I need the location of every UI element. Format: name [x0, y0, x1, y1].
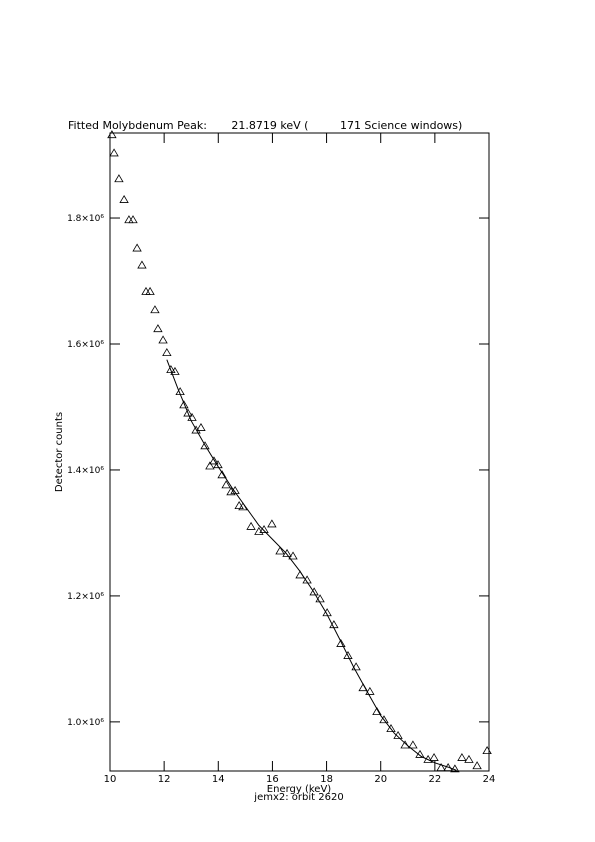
data-point	[472, 761, 482, 770]
data-point	[282, 548, 292, 557]
data-point	[443, 763, 453, 772]
data-point	[150, 305, 160, 314]
x-tick-label: 16	[266, 774, 279, 785]
data-point	[221, 480, 231, 489]
x-tick-label: 12	[158, 774, 171, 785]
data-point	[109, 148, 119, 157]
plot-frame	[109, 132, 490, 772]
data-point	[234, 501, 244, 510]
y-tick-label: 1.6×10⁶	[67, 340, 104, 350]
data-point	[408, 740, 418, 749]
x-tick-label: 18	[320, 774, 333, 785]
data-point	[267, 519, 277, 528]
y-tick-label: 1.8×10⁶	[67, 214, 104, 224]
data-point	[336, 638, 346, 647]
data-point	[166, 365, 176, 374]
data-point	[170, 366, 180, 375]
data-point	[386, 724, 396, 733]
data-point	[226, 487, 236, 496]
x-tick-label: 10	[104, 774, 117, 785]
data-point	[379, 715, 389, 724]
data-point	[457, 752, 467, 761]
data-point	[132, 243, 142, 252]
data-point	[191, 425, 201, 434]
data-point	[114, 174, 124, 183]
data-point	[196, 422, 206, 431]
data-point	[153, 324, 163, 333]
data-point	[275, 546, 285, 555]
data-point	[183, 408, 193, 417]
fit-line	[166, 359, 457, 771]
x-tick-label: 22	[428, 774, 441, 785]
data-point	[137, 260, 147, 269]
data-point	[119, 194, 129, 203]
data-point	[429, 752, 439, 761]
data-point	[158, 335, 168, 344]
x-axis-label: Energy (keV)	[267, 784, 332, 795]
data-point	[179, 400, 189, 409]
data-point	[372, 707, 382, 715]
y-tick-label: 1.0×10⁶	[67, 718, 104, 728]
data-point	[365, 686, 375, 695]
x-tick-label: 14	[212, 774, 225, 785]
data-point	[288, 551, 298, 560]
y-axis-label: Detector counts	[54, 412, 65, 492]
data-point	[107, 130, 117, 139]
data-point	[209, 456, 219, 465]
data-point	[145, 286, 155, 295]
y-tick-label: 1.2×10⁶	[67, 592, 104, 602]
subtitle: jemx2: orbit 2620	[253, 792, 343, 803]
y-tick-label: 1.4×10⁶	[67, 466, 104, 476]
data-point	[309, 587, 319, 596]
chart-title: Fitted Molybdenum Peak: 21.8719 keV ( 17…	[68, 119, 462, 132]
data-point	[351, 662, 361, 671]
x-tick-label: 20	[374, 774, 387, 785]
data-point	[128, 215, 138, 224]
data-point	[343, 650, 353, 659]
data-point	[246, 521, 256, 530]
data-point	[482, 746, 492, 755]
data-point	[205, 461, 215, 470]
data-point	[217, 470, 227, 479]
data-point	[464, 754, 474, 763]
data-point	[213, 460, 223, 469]
data-point	[200, 441, 210, 450]
data-point	[162, 348, 172, 357]
data-point	[322, 608, 332, 617]
x-tick-label: 24	[483, 774, 496, 785]
data-point	[436, 763, 446, 772]
